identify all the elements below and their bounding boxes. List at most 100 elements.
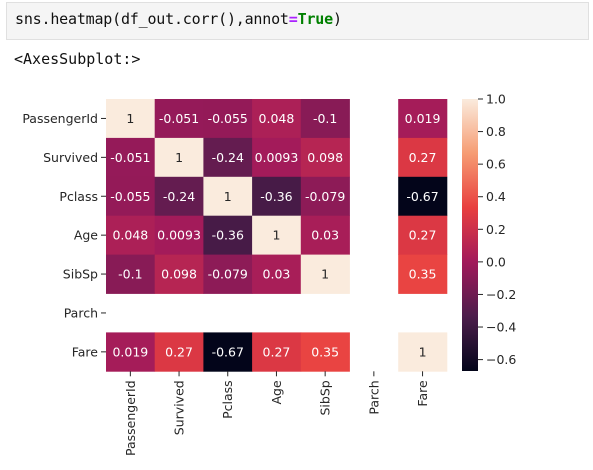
cell-annotation: 0.0093: [157, 228, 201, 243]
colorbar-tick-label: 0.0: [486, 254, 506, 269]
x-tick-label: Age: [269, 380, 284, 404]
heatmap-cell: [203, 215, 253, 255]
cell-annotation: -0.36: [260, 189, 292, 204]
cell-annotation: 0.0093: [255, 150, 299, 165]
cell-annotation: 1: [175, 150, 183, 165]
cell-annotation: -0.24: [212, 150, 244, 165]
heatmap-cell: [252, 215, 302, 255]
cell-annotation: 0.03: [311, 228, 339, 243]
cell-annotation: 1: [126, 111, 134, 126]
y-tick-label: PassengerId: [22, 111, 98, 126]
output-repr: <AxesSubplot:>: [14, 50, 141, 68]
cell-annotation: 0.048: [259, 111, 295, 126]
colorbar-tick-label: 0.2: [486, 222, 506, 237]
cell-annotation: -0.051: [159, 111, 199, 126]
y-tick-label: Pclass: [59, 189, 98, 204]
cell-annotation: 0.048: [112, 228, 148, 243]
heatmap-cell: [203, 99, 253, 139]
heatmap-cell: [154, 99, 204, 139]
heatmap-cell: [300, 99, 350, 139]
cell-annotation: 0.35: [311, 344, 339, 359]
heatmap-cell: [106, 137, 156, 178]
x-tick-label: Fare: [415, 380, 430, 407]
colorbar-tick-label: −0.2: [486, 287, 516, 302]
heatmap-cell: [398, 215, 448, 255]
cell-annotation: -0.1: [313, 111, 337, 126]
heatmap-cell: [252, 254, 302, 294]
heatmap-cell: [154, 176, 204, 217]
colorbar-tick-label: 0.8: [486, 124, 506, 139]
cell-annotation: 1: [419, 344, 427, 359]
cell-annotation: -0.051: [110, 150, 150, 165]
code-cell[interactable]: sns.heatmap(df_out.corr(),annot=True): [6, 2, 589, 40]
y-tick-label: Fare: [72, 344, 99, 359]
heatmap-cell: [398, 176, 448, 217]
cell-annotation: -0.1: [118, 267, 142, 282]
heatmap-cell: [106, 176, 156, 217]
cell-annotation: 0.27: [165, 344, 193, 359]
heatmap-cell: [154, 215, 204, 255]
heatmap-cell: [203, 332, 253, 372]
cell-annotation: -0.24: [163, 189, 195, 204]
x-tick-label: Pclass: [220, 380, 235, 419]
cell-annotation: 0.35: [409, 267, 437, 282]
cell-annotation: 1: [321, 267, 329, 282]
cell-annotation: -0.055: [208, 111, 248, 126]
cell-annotation: -0.055: [110, 189, 150, 204]
heatmap-cell: [106, 332, 156, 372]
code-operator: =: [288, 10, 298, 28]
y-tick-label: Survived: [43, 150, 98, 165]
code-keyword: True: [297, 10, 334, 28]
heatmap-cell: [154, 254, 204, 294]
colorbar-tick-label: −0.4: [486, 320, 516, 335]
heatmap-cell: [398, 99, 448, 139]
colorbar-tick-label: 1.0: [486, 92, 506, 107]
heatmap-cell: [106, 99, 156, 139]
heatmap-cell: [154, 332, 204, 372]
code-text: sns.heatmap(df_out.corr(),annot: [15, 10, 289, 28]
heatmap-cell: [203, 254, 253, 294]
x-tick-label: PassengerId: [123, 380, 138, 456]
colorbar-tick-label: −0.6: [486, 352, 516, 367]
heatmap-cell: [252, 137, 302, 178]
heatmap-cell: [300, 254, 350, 294]
y-tick-label: Parch: [64, 305, 98, 320]
y-tick-label: Age: [74, 228, 98, 243]
x-tick-label: Parch: [366, 380, 381, 414]
cell-annotation: -0.079: [208, 267, 248, 282]
heatmap-cell: [398, 254, 448, 294]
cell-annotation: -0.079: [305, 189, 345, 204]
cell-annotation: 0.098: [307, 150, 343, 165]
heatmap-cell: [300, 176, 350, 217]
y-tick-label: SibSp: [63, 267, 98, 282]
cell-annotation: 0.03: [263, 267, 291, 282]
colorbar: [462, 99, 478, 371]
cell-annotation: 0.019: [405, 111, 441, 126]
cell-annotation: 1: [272, 228, 280, 243]
heatmap-cell: [106, 254, 156, 294]
heatmap-cell: [300, 137, 350, 178]
heatmap-cell: [154, 137, 204, 178]
heatmap-cell: [398, 137, 448, 178]
heatmap-cell: [300, 332, 350, 372]
cell-annotation: 1: [224, 189, 232, 204]
cell-annotation: -0.36: [212, 228, 244, 243]
cell-annotation: 0.098: [161, 267, 197, 282]
cell-annotation: 0.27: [409, 150, 437, 165]
x-tick-label: SibSp: [318, 380, 333, 415]
x-tick-label: Survived: [172, 380, 187, 435]
heatmap-cell: [106, 215, 156, 255]
code-suffix: ): [332, 10, 342, 28]
cell-annotation: 0.019: [112, 344, 148, 359]
heatmap-cell: [252, 176, 302, 217]
heatmap-cell: [252, 332, 302, 372]
cell-annotation: 0.27: [409, 228, 437, 243]
heatmap-cell: [203, 176, 253, 217]
heatmap-cell: [300, 215, 350, 255]
code-line[interactable]: sns.heatmap(df_out.corr(),annot=True): [15, 10, 342, 28]
cell-annotation: 0.27: [263, 344, 291, 359]
heatmap-cell: [252, 99, 302, 139]
heatmap-cell: [398, 332, 448, 372]
colorbar-tick-label: 0.6: [486, 157, 506, 172]
